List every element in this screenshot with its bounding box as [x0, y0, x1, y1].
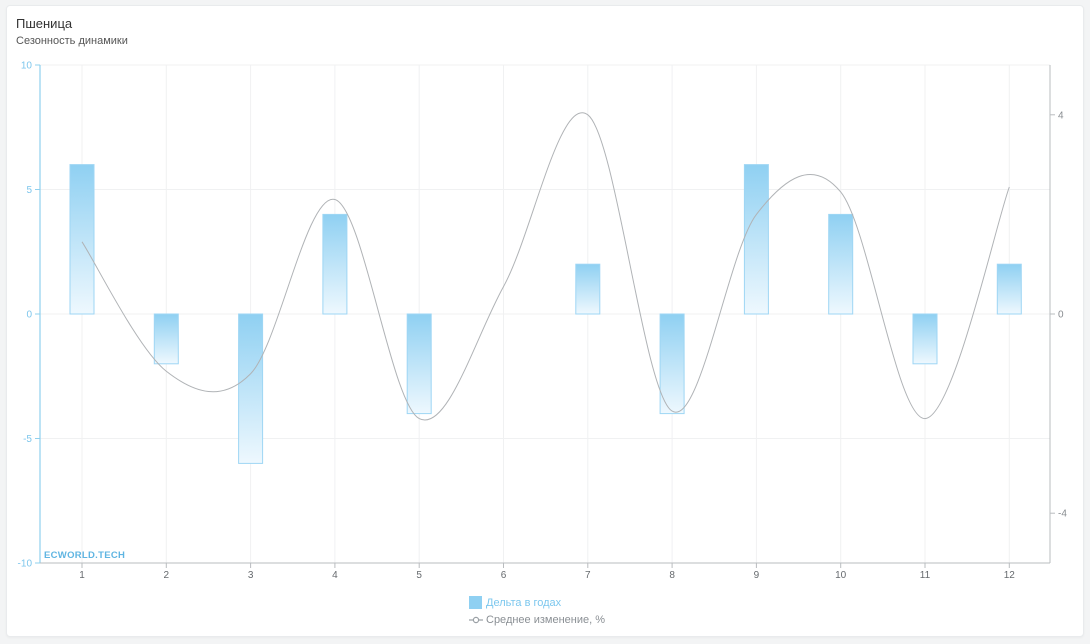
bar	[743, 164, 769, 315]
watermark-text: ECWORLD.TECH	[44, 550, 125, 561]
x-tick-label: 8	[669, 570, 675, 581]
x-tick-label: 4	[332, 570, 338, 581]
x-tick-label: 2	[164, 570, 170, 581]
bar	[153, 313, 179, 365]
y-left-tick-label: -10	[18, 559, 33, 570]
y-right-tick-label: 4	[1058, 110, 1064, 121]
bar	[912, 313, 938, 365]
y-left-tick-label: -5	[23, 434, 32, 445]
bar	[659, 313, 685, 415]
bar	[996, 263, 1022, 315]
x-tick-label: 1	[79, 570, 85, 581]
bar	[828, 213, 854, 315]
x-tick-label: 12	[1004, 570, 1016, 581]
chart-title: Пшеница	[16, 16, 73, 31]
legend-item-bars[interactable]: Дельта в годах	[469, 596, 561, 609]
legend-line-marker-icon	[469, 616, 483, 624]
bar	[322, 213, 348, 315]
bar	[406, 313, 432, 415]
legend-bar-label: Дельта в годах	[486, 596, 562, 609]
x-tick-label: 5	[416, 570, 422, 581]
legend-line-label: Среднее изменение, %	[486, 614, 606, 626]
series-line-average-change	[81, 112, 1010, 421]
bar	[575, 263, 601, 315]
bar	[238, 313, 264, 464]
x-tick-label: 11	[920, 570, 931, 581]
y-right-tick-label: -4	[1058, 509, 1067, 520]
chart-card	[6, 5, 1084, 637]
chart-subtitle: Сезонность динамики	[16, 35, 128, 47]
y-left-tick-label: 10	[21, 61, 33, 72]
legend-item-line[interactable]: Среднее изменение, %	[469, 614, 605, 626]
y-right-tick-label: 0	[1058, 310, 1064, 321]
y-left-tick-label: 5	[26, 185, 32, 196]
x-tick-label: 7	[585, 570, 591, 581]
x-tick-label: 10	[835, 570, 847, 581]
x-tick-label: 6	[501, 570, 507, 581]
legend-bar-swatch-icon	[469, 596, 482, 609]
x-tick-label: 3	[248, 570, 254, 581]
bar	[69, 164, 95, 315]
y-left-tick-label: 0	[26, 310, 32, 321]
x-tick-label: 9	[754, 570, 760, 581]
